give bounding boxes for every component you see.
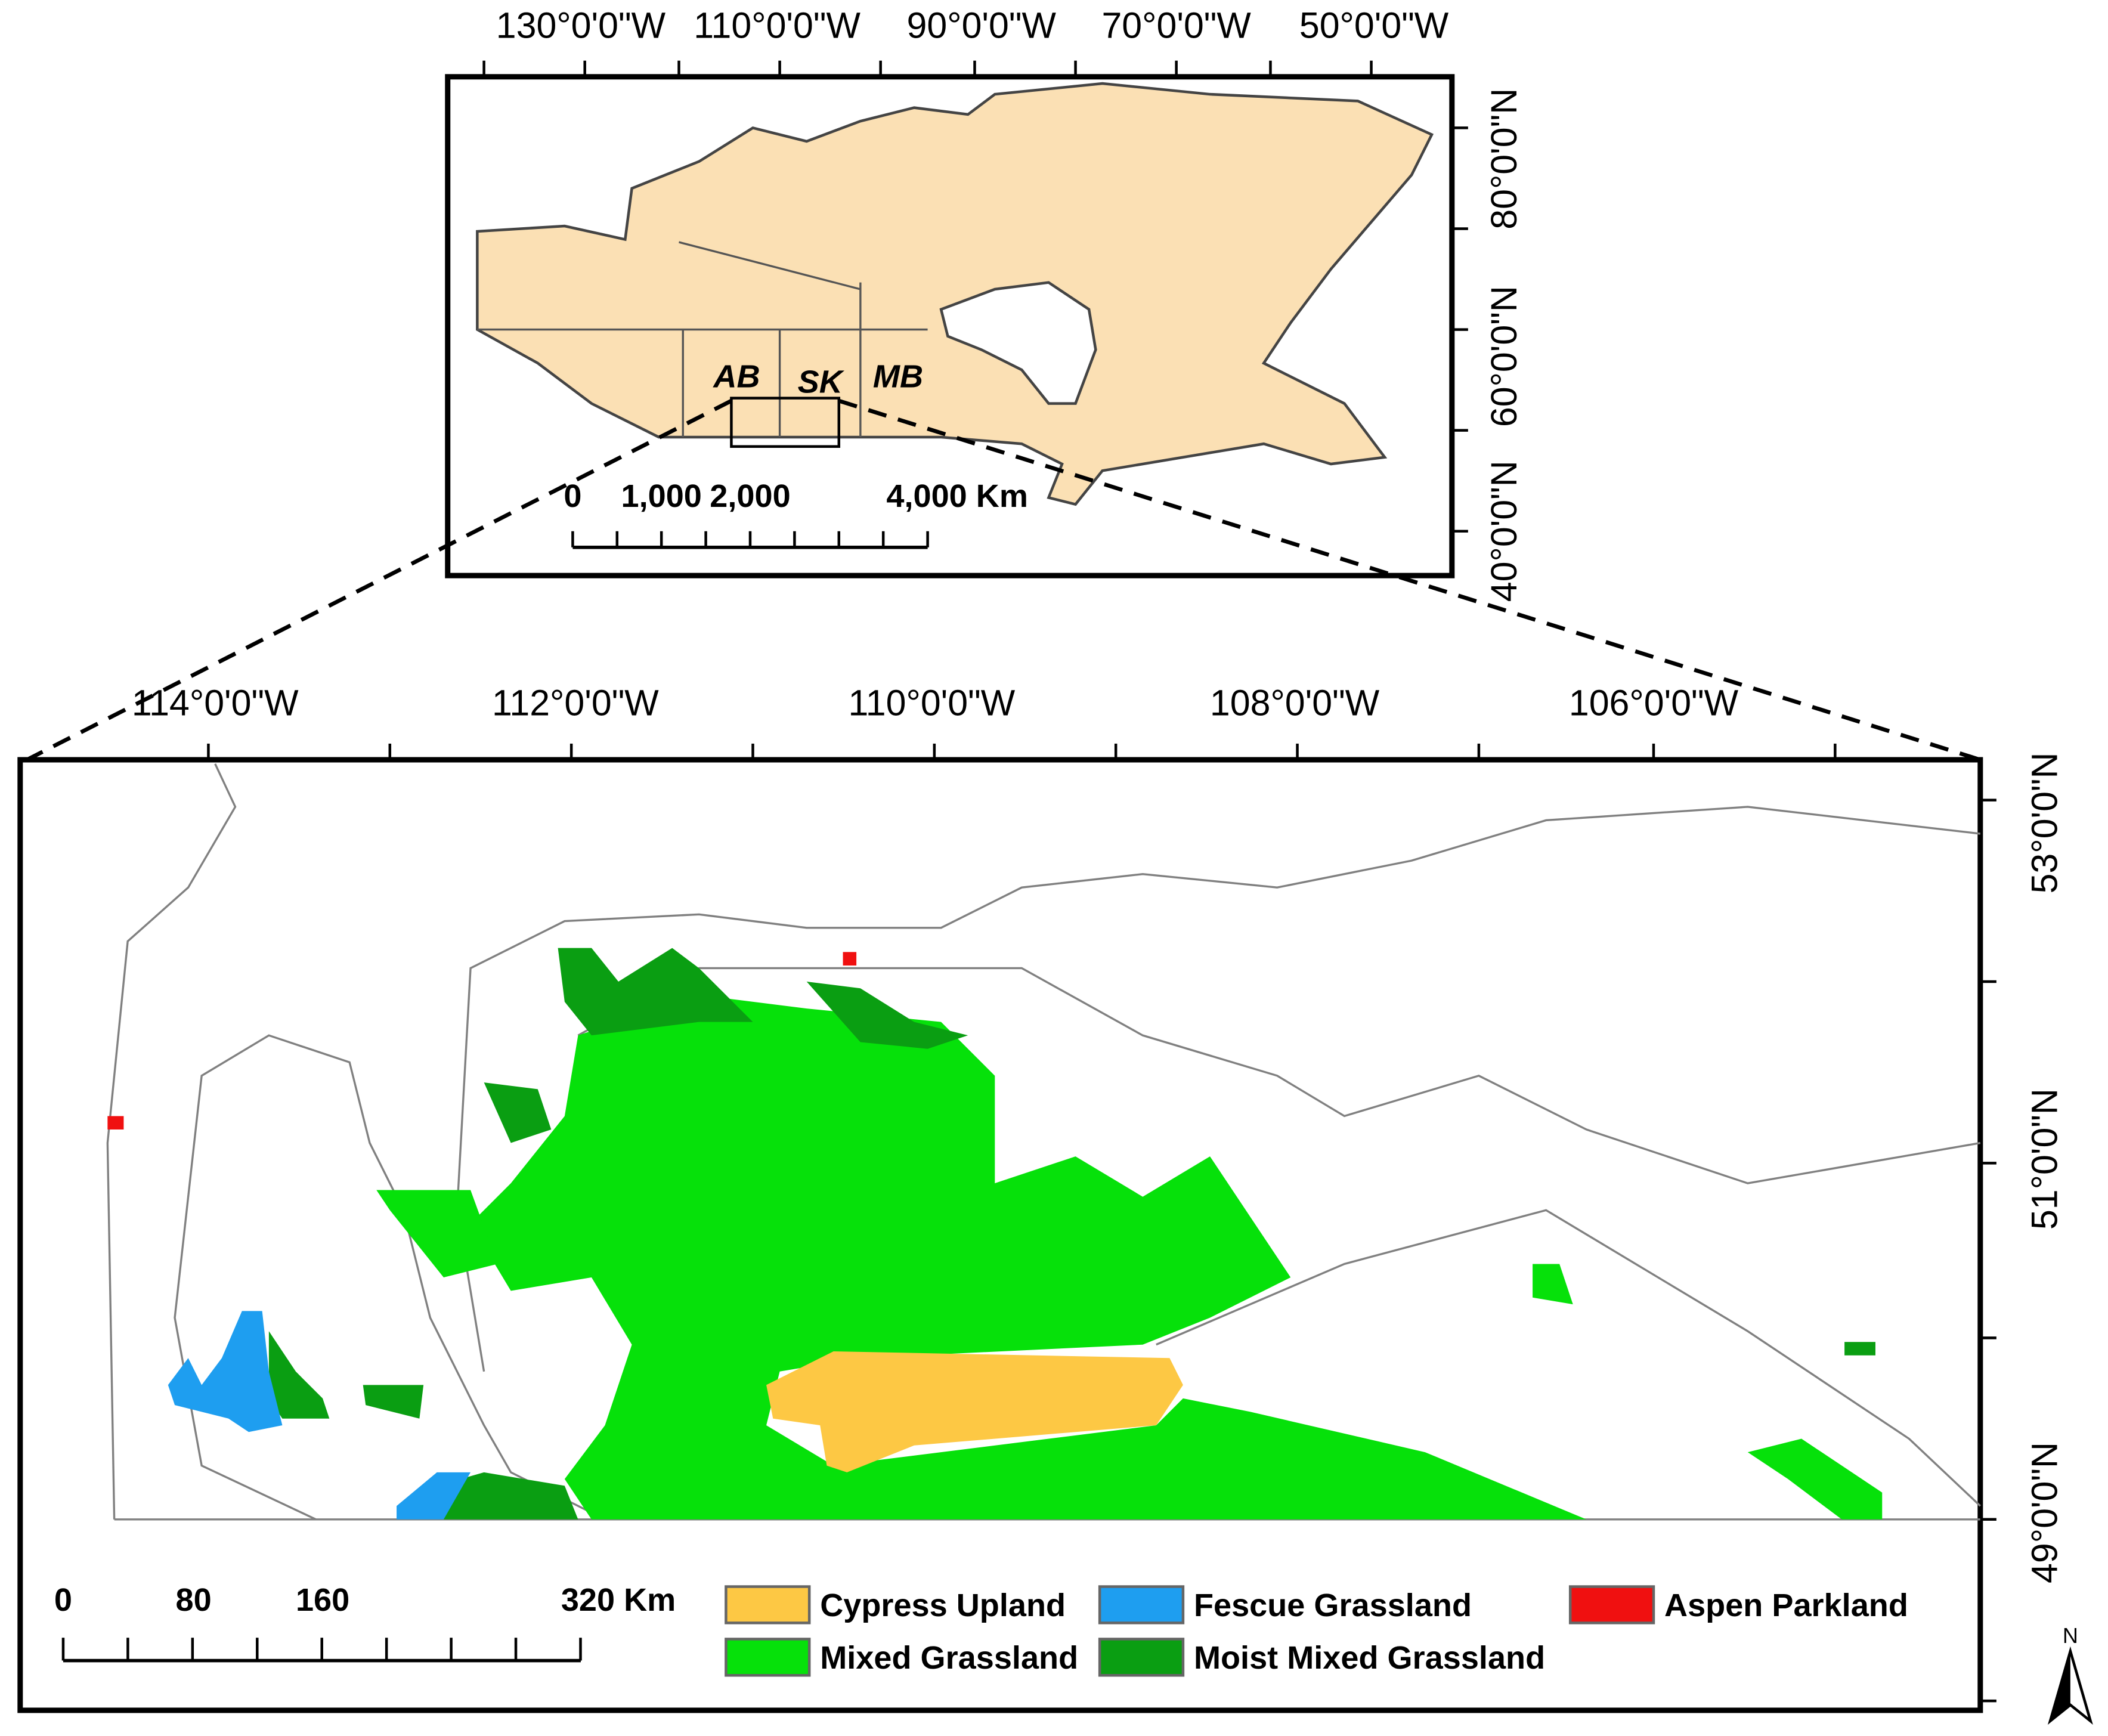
- scale-label: 80: [176, 1582, 212, 1618]
- study-area-box: [730, 397, 841, 448]
- zoom-lines: [26, 398, 1981, 762]
- latitude-label: 40°0'0"N: [1484, 460, 1524, 602]
- longitude-label: 108°0'0"W: [1210, 683, 1380, 723]
- legend-label: Moist Mixed Grassland: [1194, 1640, 1545, 1676]
- longitude-label: 110°0'0"W: [848, 683, 1015, 723]
- subregion-layer: [107, 948, 1883, 1520]
- longitude-label: 114°0'0"W: [132, 683, 299, 723]
- canada-landmass: [476, 82, 1434, 506]
- legend-swatch: [1098, 1585, 1185, 1624]
- province-label: MB: [873, 359, 923, 395]
- subregion-patch: [107, 1116, 124, 1130]
- latitude-label: 49°0'0"N: [2024, 1442, 2064, 1583]
- subregion-patch: [397, 1472, 471, 1520]
- subregion-patch: [484, 1082, 552, 1143]
- province-label: AB: [712, 359, 760, 395]
- scale-label: 0: [564, 478, 581, 514]
- scale-label: 4,000 Km: [886, 478, 1028, 514]
- latitude-label: 51°0'0"N: [2024, 1088, 2064, 1230]
- legend-swatch: [725, 1585, 811, 1624]
- legend-swatch: [725, 1638, 811, 1677]
- latitude-label: 53°0'0"N: [2024, 753, 2064, 894]
- legend-label: Mixed Grassland: [820, 1640, 1078, 1676]
- subregion-patch: [843, 952, 857, 966]
- province-label: SK: [798, 364, 845, 400]
- subregion-patch: [363, 1385, 424, 1419]
- longitude-label: 90°0'0"W: [907, 5, 1057, 45]
- region-outline: [174, 806, 1981, 1521]
- legend-label: Aspen Parkland: [1664, 1588, 1908, 1623]
- legend-label: Cypress Upland: [820, 1588, 1066, 1623]
- latitude-label: 80°0'0"N: [1484, 88, 1524, 230]
- province-boundaries: [477, 241, 928, 437]
- longitude-label: 70°0'0"W: [1101, 5, 1251, 45]
- scale-label: 2,000: [710, 478, 790, 514]
- subregion-patch: [1747, 1438, 1883, 1520]
- longitude-label: 110°0'0"W: [694, 5, 860, 45]
- longitude-label: 112°0'0"W: [492, 683, 659, 723]
- latitude-label: 60°0'0"N: [1484, 286, 1524, 427]
- longitude-label: 106°0'0"W: [1569, 683, 1739, 723]
- subregion-patch: [1844, 1342, 1875, 1356]
- scale-label: 0: [54, 1582, 72, 1618]
- subregion-patch: [806, 982, 968, 1049]
- subregion-patch: [168, 1311, 283, 1432]
- subregion-patch: [268, 1331, 330, 1419]
- scale-label: 320 Km: [561, 1582, 676, 1618]
- scale-label: 160: [296, 1582, 349, 1618]
- subregion-patch: [558, 948, 753, 1036]
- longitude-label: 50°0'0"W: [1299, 5, 1449, 45]
- subregion-patch: [766, 1351, 1183, 1472]
- scale-label: 1,000: [621, 478, 702, 514]
- region-outline: [577, 967, 1981, 1507]
- north-label: N: [2063, 1623, 2078, 1648]
- hudson-bay: [939, 281, 1097, 405]
- legend-swatch: [1098, 1638, 1185, 1677]
- subregion-patch: [376, 1190, 498, 1277]
- legend-label: Fescue Grassland: [1194, 1588, 1472, 1623]
- subregion-patch: [470, 995, 1587, 1520]
- longitude-label: 130°0'0"W: [496, 5, 666, 45]
- subregion-patch: [437, 1472, 578, 1520]
- legend-swatch: [1568, 1585, 1655, 1624]
